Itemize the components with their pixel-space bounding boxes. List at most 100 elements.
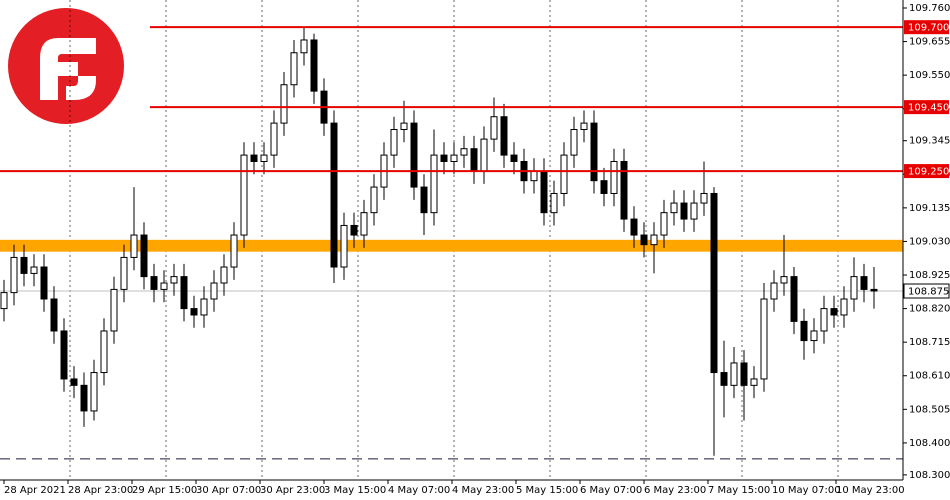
candle-body [360,212,368,236]
level-label-box [904,100,949,115]
candle-body [30,266,38,274]
x-tick-label: 6 May 23:00 [644,485,706,496]
y-tick-label: 109.550 [909,70,950,81]
x-tick-label: 30 Apr 07:00 [196,485,261,496]
candle-body [250,154,258,162]
candle-body [860,276,868,290]
candle-body [600,180,608,194]
candle-body [400,122,408,131]
candle-body [670,202,678,214]
candle-body [580,122,588,131]
candle-body [290,52,298,86]
y-tick-label: 109.760 [909,3,950,14]
candle-body [440,154,448,162]
y-tick-label: 108.300 [909,470,950,481]
candle-body [740,362,748,386]
candle-body [590,122,598,182]
price-label: 108.875 [908,287,949,298]
candle-body [630,218,638,236]
zone [0,239,903,252]
y-tick-label: 108.505 [909,404,950,415]
x-tick-label: 10 May 23:00 [836,485,905,496]
candle-body [780,276,788,284]
candle-body [180,276,188,310]
candle-body [90,372,98,412]
candle-body [840,298,848,316]
x-tick-label: 28 Apr 2021 [4,485,66,496]
candle-body [80,384,88,412]
candle-body [450,154,458,162]
candle-body [680,202,688,220]
y-tick-label: 108.715 [909,337,950,348]
candle-body [420,186,428,214]
candle-body [60,330,68,380]
x-tick-label: 28 Apr 23:00 [68,485,133,496]
candle-body [720,372,728,386]
y-tick-label: 108.400 [909,438,950,449]
candle-body [570,129,578,156]
candle-body [410,122,418,188]
logo-g-tail [66,76,96,100]
candle-body [190,308,198,316]
candle-body [40,266,48,300]
candle-body [530,170,538,182]
logo [8,8,124,124]
price-label-box [903,283,950,299]
candle-body [560,154,568,194]
level-label: 109.450 [908,103,949,114]
candle-body [460,148,468,156]
x-tick-label: 29 Apr 15:00 [132,485,197,496]
y-tick-label: 109.345 [909,136,950,147]
candle-body [70,378,78,386]
candle-body [830,308,838,316]
candle-body [300,39,308,54]
candle-body [350,224,358,236]
candle-body [480,138,488,172]
candle-body [110,288,118,332]
y-tick-label: 109.655 [909,37,950,48]
candle-body [270,122,278,156]
candle-body [0,292,8,310]
x-tick-label: 4 May 07:00 [388,485,450,496]
logo-g [40,38,96,100]
candle-body [760,298,768,380]
candle-body [800,320,808,342]
candle-body [540,170,548,214]
candle-body [810,330,818,342]
candle-body [750,378,758,386]
candle-body [660,212,668,236]
candle-body [160,282,168,290]
candle-body [20,256,28,274]
level-label: 109.250 [908,167,949,178]
candle-body [610,160,618,194]
candle-body [510,154,518,162]
candle-body [430,154,438,214]
y-tick-label: 108.820 [909,304,950,315]
candle-body [100,330,108,374]
candle-body [260,154,268,162]
x-tick-label: 7 May 15:00 [708,485,770,496]
y-tick-label: 109.135 [909,203,950,214]
candle-body [850,276,858,300]
candle-body [220,266,228,284]
candle-body [640,234,648,246]
candle-body [210,282,218,300]
candle-body [130,234,138,258]
candle-body [790,276,798,322]
y-tick-label: 109.030 [909,236,950,247]
x-tick-label: 10 May 07:00 [772,485,841,496]
candle-body [550,192,558,214]
candle-body [500,116,508,156]
candle-body [330,122,338,268]
level-label-box [904,164,949,179]
candle-body [150,276,158,290]
candle-body [120,256,128,290]
candle-body [370,186,378,214]
candle-body [620,160,628,220]
candle-body [820,308,828,332]
candle-body [390,129,398,156]
x-tick-label: 30 Apr 23:00 [260,485,325,496]
candle-body [50,298,58,332]
candle-body [700,192,708,204]
candle-body [170,276,178,284]
